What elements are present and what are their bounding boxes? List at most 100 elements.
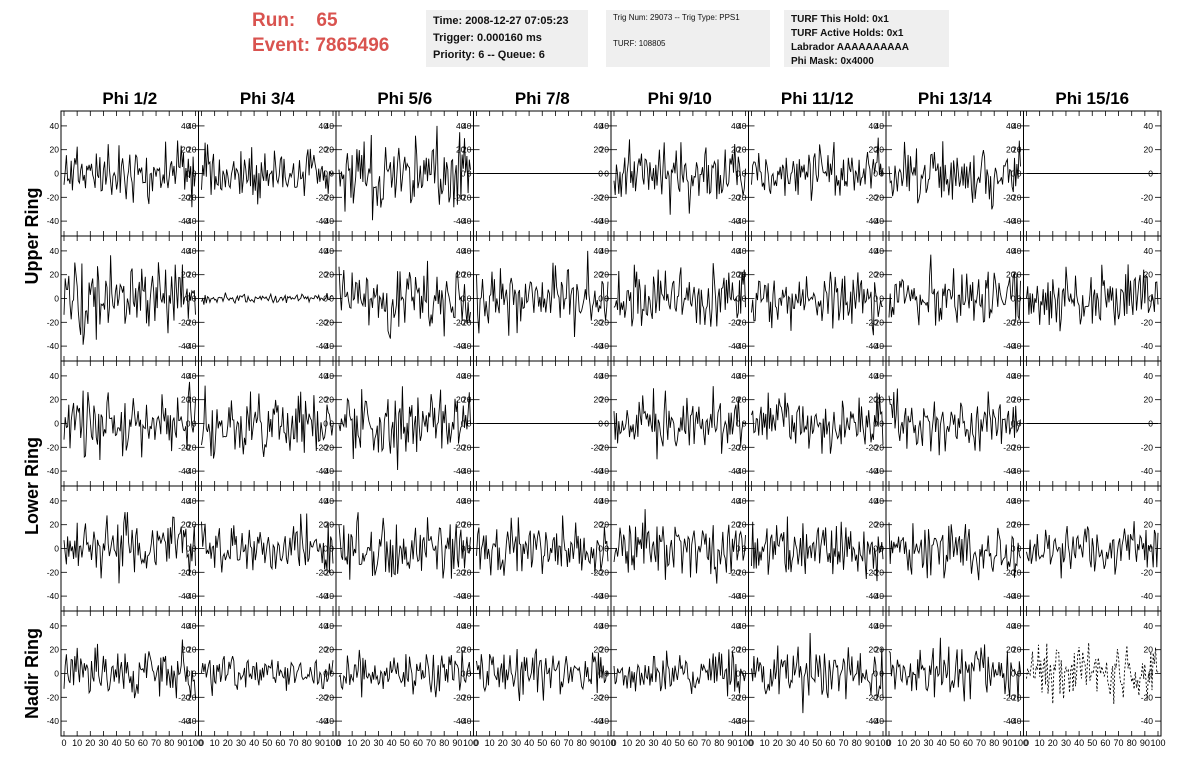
y-tick-label: 20 bbox=[456, 395, 466, 405]
x-tick-label: 90 bbox=[727, 738, 737, 748]
y-tick-label: 40 bbox=[594, 496, 604, 506]
y-tick-label: 40 bbox=[325, 121, 335, 131]
y-tick-label: 20 bbox=[594, 145, 604, 155]
waveform-trace bbox=[63, 255, 196, 345]
y-tick-label: 20 bbox=[869, 395, 879, 405]
column-header: Phi 7/8 bbox=[515, 89, 570, 108]
x-tick-label: 60 bbox=[688, 738, 698, 748]
y-tick-label: 40 bbox=[737, 621, 747, 631]
y-tick-label: 40 bbox=[187, 371, 197, 381]
y-tick-label: 40 bbox=[594, 371, 604, 381]
y-tick-label: -20 bbox=[734, 567, 747, 577]
y-tick-label: 0 bbox=[598, 294, 603, 304]
y-tick-label: 20 bbox=[456, 145, 466, 155]
column-header: Phi 13/14 bbox=[918, 89, 992, 108]
y-tick-label: 40 bbox=[325, 246, 335, 256]
y-tick-label: 40 bbox=[600, 121, 610, 131]
y-tick-label: 0 bbox=[1148, 294, 1153, 304]
y-tick-label: 20 bbox=[325, 270, 335, 280]
y-tick-label: -40 bbox=[459, 466, 472, 476]
y-tick-label: -20 bbox=[597, 567, 610, 577]
y-tick-label: 0 bbox=[604, 544, 609, 554]
x-tick-label: 80 bbox=[852, 738, 862, 748]
y-tick-label: 20 bbox=[456, 270, 466, 280]
y-tick-label: -20 bbox=[591, 317, 604, 327]
y-tick-label: -20 bbox=[184, 192, 197, 202]
x-tick-label: 50 bbox=[950, 738, 960, 748]
y-tick-label: -40 bbox=[1009, 591, 1022, 601]
y-tick-label: 40 bbox=[869, 621, 879, 631]
y-tick-label: -20 bbox=[459, 442, 472, 452]
y-tick-label: 40 bbox=[875, 496, 885, 506]
y-tick-label: 0 bbox=[604, 669, 609, 679]
y-tick-label: -40 bbox=[316, 716, 329, 726]
y-tick-label: 40 bbox=[181, 246, 191, 256]
x-tick-label: 60 bbox=[1100, 738, 1110, 748]
y-tick-label: 40 bbox=[1012, 496, 1022, 506]
y-tick-label: 40 bbox=[875, 246, 885, 256]
y-tick-label: 40 bbox=[1144, 496, 1154, 506]
y-tick-label: 40 bbox=[50, 246, 60, 256]
y-tick-label: -20 bbox=[459, 567, 472, 577]
y-tick-label: 20 bbox=[319, 270, 329, 280]
y-tick-label: -40 bbox=[1003, 341, 1016, 351]
y-tick-label: 20 bbox=[50, 395, 60, 405]
y-tick-label: -40 bbox=[316, 591, 329, 601]
y-tick-label: 40 bbox=[50, 621, 60, 631]
y-tick-label: 0 bbox=[54, 669, 59, 679]
event-row: Event: 7865496 bbox=[252, 33, 422, 58]
waveform-trace bbox=[476, 250, 609, 338]
y-tick-label: -40 bbox=[316, 466, 329, 476]
y-tick-label: 20 bbox=[594, 645, 604, 655]
y-tick-label: 20 bbox=[462, 645, 472, 655]
y-tick-label: 0 bbox=[1011, 294, 1016, 304]
y-tick-label: 40 bbox=[1144, 246, 1154, 256]
y-tick-label: -20 bbox=[872, 692, 885, 702]
y-tick-label: -20 bbox=[1003, 442, 1016, 452]
y-tick-label: 40 bbox=[187, 496, 197, 506]
y-tick-label: 20 bbox=[1006, 520, 1016, 530]
y-tick-label: 20 bbox=[319, 145, 329, 155]
y-tick-label: 0 bbox=[329, 169, 334, 179]
y-tick-label: -40 bbox=[184, 216, 197, 226]
y-tick-label: 0 bbox=[467, 294, 472, 304]
waveform-trace bbox=[888, 254, 1021, 326]
waveform-trace bbox=[476, 648, 609, 702]
y-tick-label: -20 bbox=[1003, 567, 1016, 577]
run-event-box: Run: 65 Event: 7865496 bbox=[252, 8, 422, 68]
y-tick-label: 40 bbox=[737, 246, 747, 256]
waveform-trace bbox=[201, 385, 334, 459]
y-tick-label: 0 bbox=[1011, 419, 1016, 429]
y-tick-label: 40 bbox=[456, 121, 466, 131]
x-tick-label: 90 bbox=[177, 738, 187, 748]
y-tick-label: 40 bbox=[1006, 121, 1016, 131]
y-tick-label: 40 bbox=[319, 246, 329, 256]
y-tick-label: -20 bbox=[734, 692, 747, 702]
y-tick-label: -20 bbox=[322, 442, 335, 452]
y-tick-label: 40 bbox=[181, 621, 191, 631]
y-tick-label: -20 bbox=[591, 442, 604, 452]
y-tick-label: -40 bbox=[591, 716, 604, 726]
y-tick-label: 20 bbox=[456, 520, 466, 530]
y-tick-label: 0 bbox=[467, 544, 472, 554]
y-tick-label: -40 bbox=[872, 591, 885, 601]
event-label: Event: bbox=[252, 35, 311, 56]
y-tick-label: 20 bbox=[325, 395, 335, 405]
y-tick-label: -20 bbox=[1003, 692, 1016, 702]
x-tick-label: 0 bbox=[611, 738, 616, 748]
y-tick-label: -40 bbox=[597, 591, 610, 601]
y-tick-label: -40 bbox=[1003, 466, 1016, 476]
y-tick-label: 0 bbox=[467, 419, 472, 429]
y-tick-label: 20 bbox=[875, 645, 885, 655]
y-tick-label: -20 bbox=[453, 567, 466, 577]
x-tick-label: 80 bbox=[714, 738, 724, 748]
x-tick-label: 10 bbox=[485, 738, 495, 748]
y-tick-label: 0 bbox=[873, 544, 878, 554]
y-tick-label: -20 bbox=[178, 567, 191, 577]
y-tick-label: -40 bbox=[316, 216, 329, 226]
y-tick-label: 40 bbox=[875, 121, 885, 131]
x-tick-label: 40 bbox=[799, 738, 809, 748]
y-tick-label: -20 bbox=[178, 692, 191, 702]
y-tick-label: 0 bbox=[192, 669, 197, 679]
